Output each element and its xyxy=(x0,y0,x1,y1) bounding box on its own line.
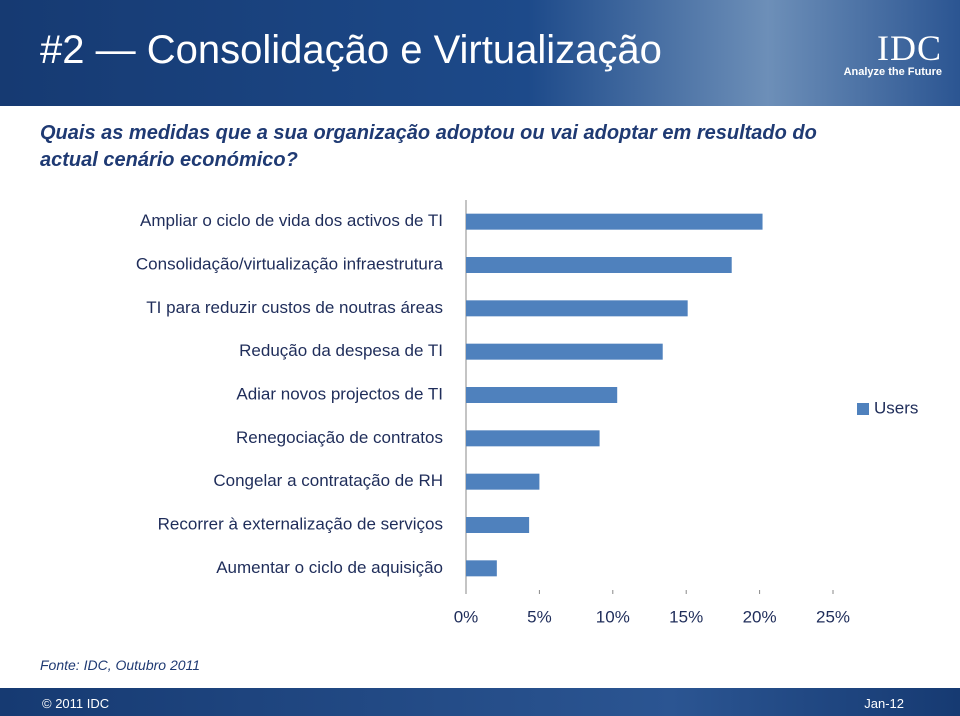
footer-band: © 2011 IDC Jan-12 xyxy=(0,688,960,716)
y-tick-label: Aumentar o ciclo de aquisição xyxy=(216,558,443,577)
bar xyxy=(466,300,688,317)
source: Fonte: IDC, Outubro 2011 xyxy=(40,657,201,673)
x-tick-label: 20% xyxy=(743,607,777,626)
y-tick-label: Congelar a contratação de RH xyxy=(213,471,443,490)
chart: 0% 5% 10% 15% 20% 25% Ampliar o ciclo de vida … xyxy=(136,200,918,626)
y-tick-label: Renegociação de contratos xyxy=(236,428,443,447)
x-tick-label: 25% xyxy=(816,607,850,626)
x-tick-label: 15% xyxy=(669,607,703,626)
y-tick-label: Consolidação/virtualização infraestrutur… xyxy=(136,254,444,273)
question: Quais as medidas que a sua organização a… xyxy=(40,122,817,171)
logo-tagline: Analyze the Future xyxy=(843,66,942,78)
bar xyxy=(466,560,497,577)
bar xyxy=(466,257,732,273)
slide-title: #2 — Consolidação e Virtualização xyxy=(40,28,662,72)
x-tick-label: 5% xyxy=(527,607,552,626)
copyright: © 2011 IDC xyxy=(42,696,110,711)
y-tick-label: Ampliar o ciclo de vida dos activos de T… xyxy=(140,211,443,230)
bar xyxy=(466,387,618,403)
y-tick-label: Adiar novos projectos de TI xyxy=(236,384,443,403)
x-tick-label: 0% xyxy=(454,607,479,626)
y-tick-label: Recorrer à externalização de serviços xyxy=(158,514,443,533)
logo: IDC Analyze the Future xyxy=(844,30,942,78)
bar xyxy=(466,343,663,360)
header-band: #2 — Consolidação e Virtualização IDC An… xyxy=(0,0,960,106)
date: Jan-12 xyxy=(864,696,904,711)
y-tick-label: Redução da despesa de TI xyxy=(239,341,443,360)
logo-text: IDC xyxy=(877,28,942,68)
bar xyxy=(466,473,540,490)
bar xyxy=(466,430,600,447)
bar xyxy=(466,517,530,533)
bar xyxy=(466,213,763,230)
legend-swatch xyxy=(857,403,869,415)
legend-label: Users xyxy=(874,398,918,417)
y-tick-label: TI para reduzir custos de noutras áreas xyxy=(146,298,443,317)
x-tick-label: 10% xyxy=(596,607,630,626)
